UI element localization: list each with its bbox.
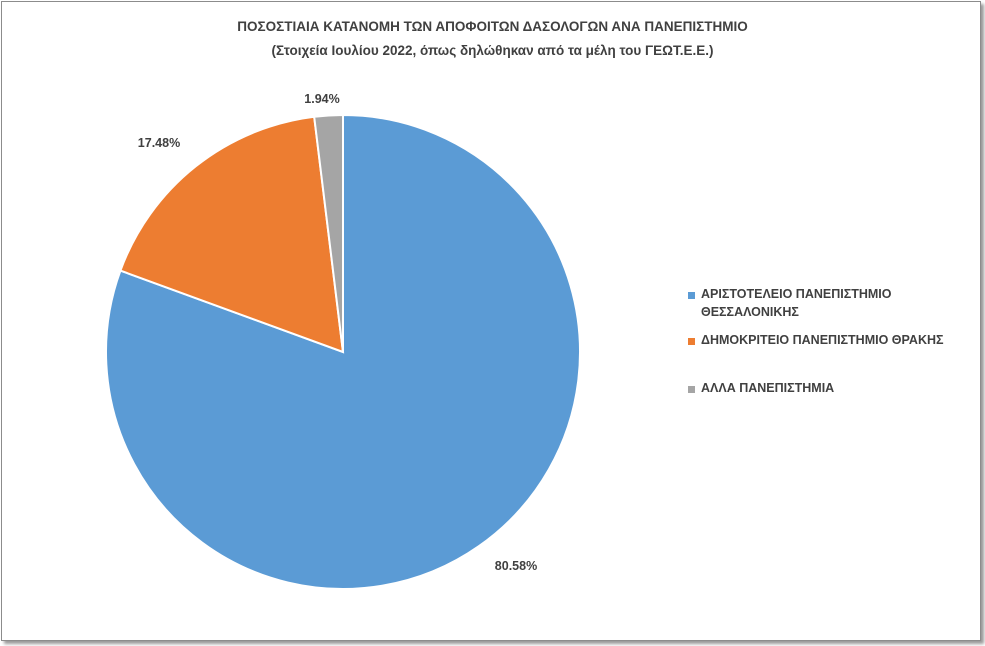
chart-subtitle: (Στοιχεία Ιουλίου 2022, όπως δηλώθηκαν α… [271,43,714,58]
legend-swatch-gray [688,386,695,393]
legend-item-other: ΑΛΛΑ ΠΑΝΕΠΙΣΤΗΜΙΑ [688,381,971,397]
legend-label-democritus: ΔΗΜΟΚΡΙΤΕΙΟ ΠΑΝΕΠΙΣΤΗΜΙΟ ΘΡΑΚΗΣ [701,333,944,347]
chart-title: ΠΟΣΟΣΤΙΑΙΑ ΚΑΤΑΝΟΜΗ ΤΩΝ ΑΠΟΦΟΙΤΩΝ ΔΑΣΟΛΟ… [237,19,748,34]
pie-slices [105,113,581,590]
legend-label-aristotle-line2: ΘΕΣΣΑΛΟΝΙΚΗΣ [701,305,799,319]
legend-swatch-blue [688,292,695,299]
data-label-aristotle: 80.58% [495,559,537,573]
legend-item-democritus: ΔΗΜΟΚΡΙΤΕΙΟ ΠΑΝΕΠΙΣΤΗΜΙΟ ΘΡΑΚΗΣ [688,333,971,349]
data-label-democritus: 17.48% [138,136,180,150]
legend-label-aristotle-line1: ΑΡΙΣΤΟΤΕΛΕΙΟ ΠΑΝΕΠΙΣΤΗΜΙΟ [701,287,892,301]
legend-swatch-orange [688,338,695,345]
pie-slice-democritus [119,115,345,354]
pie-slice-other [313,113,344,353]
pie-data-labels: 80.58% 17.48% 1.94% [138,92,537,573]
legend-label-other: ΑΛΛΑ ΠΑΝΕΠΙΣΤΗΜΙΑ [701,381,835,395]
legend-label-aristotle: ΑΡΙΣΤΟΤΕΛΕΙΟ ΠΑΝΕΠΙΣΤΗΜΙΟ ΘΕΣΣΑΛΟΝΙΚΗΣ [701,285,971,321]
legend-item-aristotle: ΑΡΙΣΤΟΤΕΛΕΙΟ ΠΑΝΕΠΙΣΤΗΜΙΟ ΘΕΣΣΑΛΟΝΙΚΗΣ [688,285,971,321]
data-label-other: 1.94% [304,92,339,106]
